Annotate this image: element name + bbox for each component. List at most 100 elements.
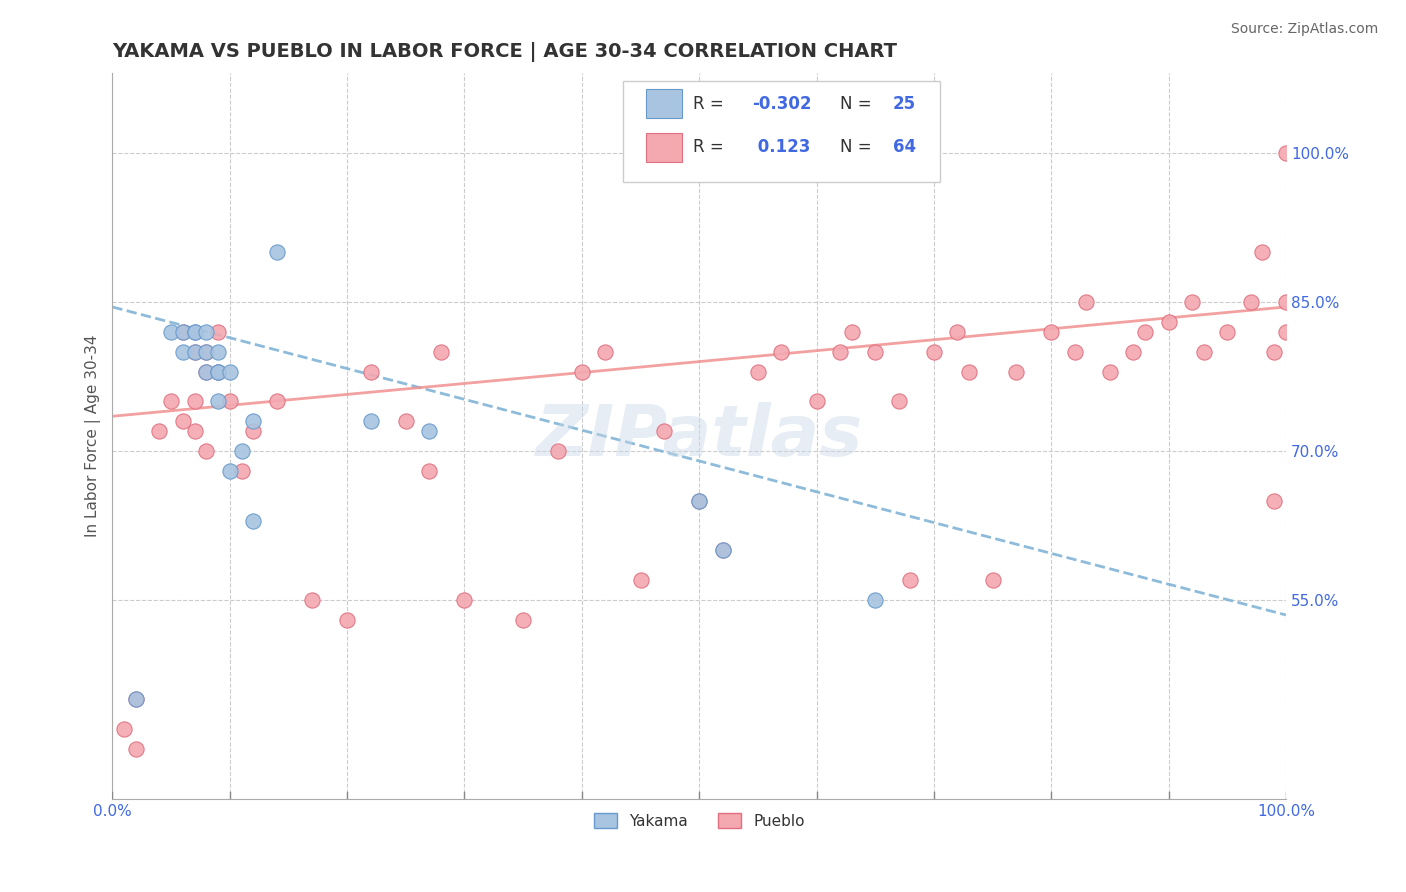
Point — [1275, 295, 1298, 310]
Point — [172, 414, 194, 428]
Point — [981, 573, 1004, 587]
Point — [841, 325, 863, 339]
Point — [1133, 325, 1156, 339]
Text: 0.123: 0.123 — [752, 138, 810, 156]
Point — [711, 543, 734, 558]
Point — [336, 613, 359, 627]
Point — [547, 444, 569, 458]
Point — [242, 414, 264, 428]
Point — [125, 742, 148, 756]
Point — [1192, 344, 1215, 359]
Point — [512, 613, 534, 627]
Point — [453, 593, 475, 607]
Text: Source: ZipAtlas.com: Source: ZipAtlas.com — [1230, 22, 1378, 37]
Point — [887, 394, 910, 409]
Point — [301, 593, 323, 607]
Text: ZIPatlas: ZIPatlas — [536, 401, 863, 471]
Point — [418, 424, 440, 438]
Point — [183, 325, 205, 339]
Point — [1122, 344, 1144, 359]
Point — [630, 573, 652, 587]
Point — [266, 394, 288, 409]
Point — [1275, 325, 1298, 339]
Point — [747, 365, 769, 379]
Point — [828, 344, 851, 359]
Point — [183, 344, 205, 359]
Point — [160, 325, 183, 339]
Point — [207, 365, 229, 379]
Point — [863, 344, 886, 359]
Point — [195, 365, 218, 379]
Point — [160, 394, 183, 409]
Text: N =: N = — [839, 95, 877, 113]
Point — [195, 325, 218, 339]
Legend: Yakama, Pueblo: Yakama, Pueblo — [588, 806, 811, 835]
Text: 64: 64 — [893, 138, 915, 156]
Point — [231, 464, 253, 478]
Point — [172, 325, 194, 339]
Point — [218, 365, 240, 379]
Point — [1040, 325, 1063, 339]
Point — [195, 344, 218, 359]
Point — [1263, 344, 1285, 359]
FancyBboxPatch shape — [623, 80, 939, 182]
Point — [231, 444, 253, 458]
Point — [1275, 145, 1298, 160]
Point — [900, 573, 922, 587]
Point — [183, 424, 205, 438]
Point — [360, 365, 382, 379]
Point — [360, 414, 382, 428]
Point — [922, 344, 945, 359]
Point — [266, 245, 288, 260]
Point — [863, 593, 886, 607]
Point — [1263, 493, 1285, 508]
Point — [806, 394, 828, 409]
Point — [195, 365, 218, 379]
Point — [207, 394, 229, 409]
Point — [125, 692, 148, 706]
Point — [183, 394, 205, 409]
Point — [430, 344, 453, 359]
Point — [1063, 344, 1085, 359]
Text: N =: N = — [839, 138, 877, 156]
Text: R =: R = — [693, 95, 730, 113]
Text: -0.302: -0.302 — [752, 95, 811, 113]
Point — [207, 365, 229, 379]
Point — [1076, 295, 1098, 310]
Point — [183, 344, 205, 359]
Point — [652, 424, 675, 438]
Point — [112, 723, 135, 737]
Text: YAKAMA VS PUEBLO IN LABOR FORCE | AGE 30-34 CORRELATION CHART: YAKAMA VS PUEBLO IN LABOR FORCE | AGE 30… — [112, 42, 897, 62]
Text: 25: 25 — [893, 95, 915, 113]
Point — [571, 365, 593, 379]
Y-axis label: In Labor Force | Age 30-34: In Labor Force | Age 30-34 — [86, 334, 101, 537]
Point — [242, 514, 264, 528]
Point — [1216, 325, 1239, 339]
Point — [957, 365, 980, 379]
Point — [207, 325, 229, 339]
Point — [207, 344, 229, 359]
Point — [1157, 315, 1180, 329]
Point — [395, 414, 418, 428]
Point — [688, 493, 710, 508]
Point — [183, 325, 205, 339]
FancyBboxPatch shape — [647, 89, 682, 119]
Point — [218, 394, 240, 409]
Point — [148, 424, 170, 438]
Point — [195, 344, 218, 359]
Point — [218, 464, 240, 478]
Point — [711, 543, 734, 558]
Point — [172, 344, 194, 359]
Point — [1098, 365, 1121, 379]
Point — [1181, 295, 1204, 310]
Point — [242, 424, 264, 438]
Point — [595, 344, 617, 359]
Point — [418, 464, 440, 478]
Point — [1251, 245, 1274, 260]
Point — [770, 344, 793, 359]
Point — [172, 325, 194, 339]
Point — [946, 325, 969, 339]
Point — [1005, 365, 1028, 379]
Point — [688, 493, 710, 508]
Point — [125, 692, 148, 706]
